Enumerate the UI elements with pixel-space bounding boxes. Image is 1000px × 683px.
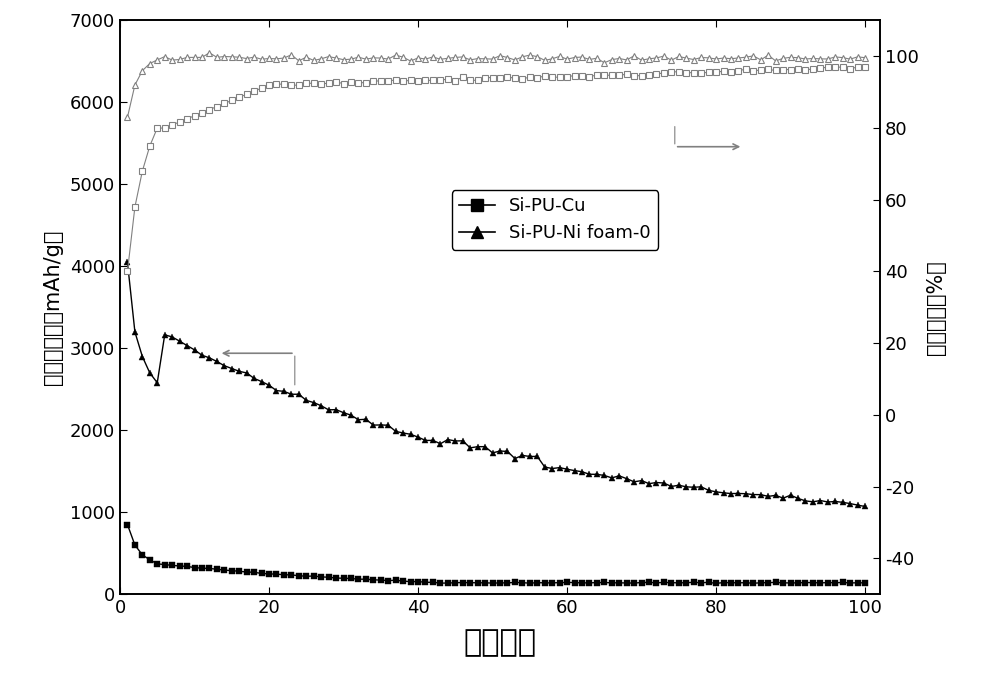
Legend: Si-PU-Cu, Si-PU-Ni foam-0: Si-PU-Cu, Si-PU-Ni foam-0 (452, 190, 658, 249)
X-axis label: 循环次数: 循环次数 (464, 628, 536, 657)
Y-axis label: 放电比容量（mAh/g）: 放电比容量（mAh/g） (43, 229, 63, 385)
Y-axis label: 库仓效率（%）: 库仓效率（%） (926, 260, 946, 354)
